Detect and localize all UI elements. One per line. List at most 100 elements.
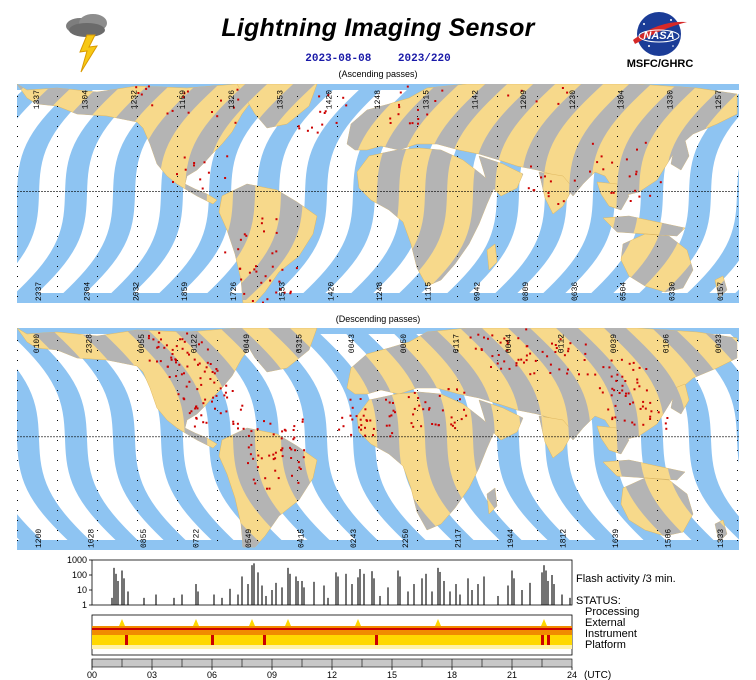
lightning-flash [186,332,189,335]
pass-time-bottom: 1115 [425,282,434,301]
lightning-flash [503,360,506,363]
lightning-flash [507,94,510,97]
lightning-flash [638,385,641,388]
pass-time-bottom: 0504 [620,282,629,301]
lightning-flash [226,155,229,158]
lightning-flash [172,181,174,183]
lightning-flash [263,230,265,233]
lightning-flash [385,398,387,401]
status-instrument-event [541,635,544,645]
status-instrument-label: Instrument [585,628,637,640]
lightning-flash [549,180,552,183]
polar-band-north [17,328,739,334]
lightning-flash [417,122,419,125]
lightning-flash [209,363,212,365]
lightning-flash [639,407,642,410]
lightning-flash [174,358,177,361]
lightning-flash [557,203,560,205]
swath-band [17,369,101,550]
lightning-flash [200,341,203,344]
lightning-flash [200,383,203,386]
lightning-flash [372,427,375,430]
polar-band-south [17,540,739,550]
lightning-flash [611,416,614,419]
lightning-flash [645,389,648,392]
pass-time-bottom: 1726 [230,282,239,301]
lightning-flash [280,449,283,452]
lightning-flash [275,231,278,234]
pass-time-bottom: 2337 [35,282,44,301]
x-tick-label: 15 [387,670,397,680]
lightning-flash [569,342,572,345]
lightning-flash [644,141,647,144]
lightning-flash [438,394,441,397]
lightning-flash [388,415,391,418]
swath-band [679,167,739,300]
swath-band [243,328,389,550]
lightning-flash [391,432,394,435]
lightning-flash [171,109,174,112]
lightning-flash [424,401,427,404]
lightning-flash [533,372,536,375]
lightning-flash [506,340,509,343]
swath-band [291,328,437,550]
pass-time-top: 1230 [569,90,578,109]
lightning-flash [559,338,562,341]
lightning-flash [341,416,344,419]
pass-time-top: 1330 [666,90,675,109]
swath-band [17,84,100,264]
lightning-flash [231,390,234,392]
lightning-flash [318,95,321,98]
pass-time-top: 1257 [715,90,724,109]
lightning-flash [324,110,327,113]
lightning-flash [649,415,652,418]
lightning-flash [338,428,341,431]
lightning-flash [499,341,502,344]
lightning-flash [665,427,668,430]
descending-pass-label: (Descending passes) [335,314,421,324]
lightning-flash [212,396,215,399]
lightning-flash [302,456,305,459]
lightning-flash [266,487,268,490]
shadow-band [127,84,268,300]
lightning-flash [298,127,301,130]
status-heading: STATUS: [576,595,621,607]
org-label: MSFC/GHRC [626,58,694,70]
lightning-flash [412,425,415,428]
lightning-flash [561,87,564,89]
lightning-flash [398,106,401,109]
lightning-flash [360,424,363,427]
lightning-flash [555,347,558,349]
x-unit-label: (UTC) [584,670,611,680]
lightning-flash [316,131,319,134]
lightning-flash [158,331,161,334]
lightning-flash [349,414,352,417]
pass-time-bottom: 2117 [455,529,464,548]
lightning-flash [135,86,138,89]
lightning-flash [243,292,246,295]
lightning-flash [247,434,250,437]
swath-band [631,93,739,300]
lightning-flash [283,291,286,294]
lightning-flash [497,354,500,356]
lightning-flash [211,111,213,113]
lightning-flash [252,457,255,460]
date-line: 2023-08-08 2023/220 [0,53,756,65]
lightning-flash [253,268,256,271]
lightning-flash [171,348,174,351]
lightning-flash [578,373,580,376]
lightning-flash [601,391,604,394]
lightning-flash [615,379,618,382]
lightning-flash [290,457,293,459]
status-platform-label: Platform [585,639,626,651]
lightning-flash [211,400,213,403]
lightning-flash [234,121,237,124]
lightning-flash [525,359,528,362]
lightning-flash [500,367,503,370]
lightning-flash [243,233,246,236]
lightning-flash [520,358,523,361]
lightning-flash [301,420,304,423]
lightning-flash [219,387,222,390]
lightning-flash [194,407,197,410]
lightning-flash [292,438,295,441]
